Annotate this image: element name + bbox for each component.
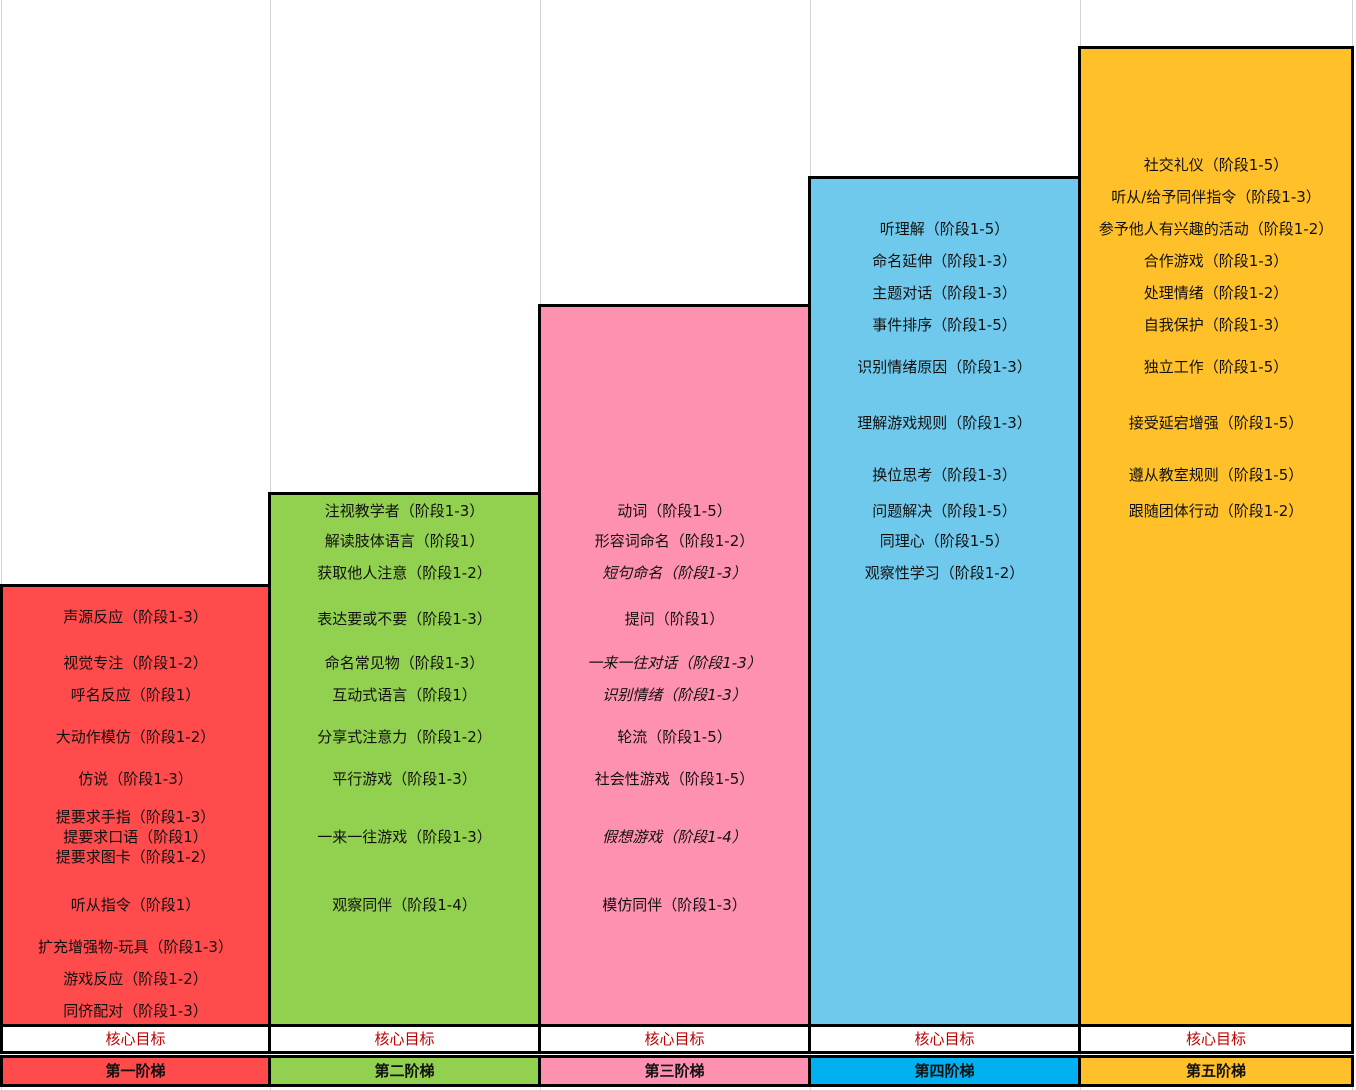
stair-1-label[interactable]: 第一阶梯 — [0, 1055, 271, 1087]
goal-item[interactable]: 换位思考（阶段1-3） — [872, 466, 1017, 484]
goal-item[interactable]: 分享式注意力（阶段1-2） — [317, 728, 492, 746]
goal-item[interactable]: 合作游戏（阶段1-3） — [1143, 252, 1289, 270]
core-target-label[interactable]: 核心目标 — [0, 1024, 271, 1054]
goal-item[interactable]: 识别情绪原因（阶段1-3） — [857, 358, 1032, 376]
stair-1-block[interactable]: 声源反应（阶段1-3） 视觉专注（阶段1-2） 呼名反应（阶段1） 大动作模仿（… — [0, 584, 271, 1024]
core-target-label[interactable]: 核心目标 — [1078, 1024, 1354, 1054]
goal-item[interactable]: 表达要或不要（阶段1-3） — [317, 610, 492, 628]
goal-item[interactable]: 接受延宕增强（阶段1-5） — [1128, 414, 1304, 432]
grid-column-line — [1, 0, 2, 1090]
goal-item[interactable]: 提要求手指（阶段1-3） — [55, 808, 216, 826]
stair-4-block[interactable]: 听理解（阶段1-5） 命名延伸（阶段1-3） 主题对话（阶段1-3） 事件排序（… — [808, 176, 1081, 1024]
goal-item[interactable]: 处理情绪（阶段1-2） — [1143, 284, 1289, 302]
goal-item[interactable]: 同理心（阶段1-5） — [879, 532, 1010, 550]
goal-item[interactable]: 形容词命名（阶段1-2） — [594, 532, 755, 550]
goal-item[interactable]: 提问（阶段1） — [624, 610, 725, 628]
goal-item[interactable]: 听从/给予同伴指令（阶段1-3） — [1111, 188, 1321, 206]
goal-item[interactable]: 遵从教室规则（阶段1-5） — [1128, 466, 1304, 484]
goal-item[interactable]: 事件排序（阶段1-5） — [872, 316, 1017, 334]
goal-item[interactable]: 命名延伸（阶段1-3） — [872, 252, 1017, 270]
core-target-label[interactable]: 核心目标 — [538, 1024, 811, 1054]
goal-item[interactable]: 主题对话（阶段1-3） — [872, 284, 1017, 302]
goal-item[interactable]: 游戏反应（阶段1-2） — [63, 970, 208, 988]
goal-item[interactable]: 轮流（阶段1-5） — [617, 728, 732, 746]
goal-item[interactable]: 提要求口语（阶段1） — [63, 828, 208, 846]
goal-item[interactable]: 社交礼仪（阶段1-5） — [1143, 156, 1289, 174]
stair-5-label[interactable]: 第五阶梯 — [1078, 1055, 1354, 1087]
goal-item[interactable]: 自我保护（阶段1-3） — [1143, 316, 1289, 334]
goal-item[interactable]: 识别情绪（阶段1-3） — [602, 686, 747, 704]
goal-item[interactable]: 大动作模仿（阶段1-2） — [55, 728, 216, 746]
goal-item[interactable]: 模仿同伴（阶段1-3） — [602, 896, 747, 914]
stair-4-label[interactable]: 第四阶梯 — [808, 1055, 1081, 1087]
goal-item[interactable]: 扩充增强物-玩具（阶段1-3） — [38, 938, 233, 956]
goal-item[interactable]: 视觉专注（阶段1-2） — [63, 654, 208, 672]
core-target-label[interactable]: 核心目标 — [268, 1024, 541, 1054]
goal-item[interactable]: 问题解决（阶段1-5） — [872, 502, 1017, 520]
goal-item[interactable]: 听理解（阶段1-5） — [879, 220, 1010, 238]
core-target-label[interactable]: 核心目标 — [808, 1024, 1081, 1054]
goal-item[interactable]: 同侪配对（阶段1-3） — [63, 1002, 208, 1020]
goal-item[interactable]: 观察同伴（阶段1-4） — [332, 896, 477, 914]
goal-item[interactable]: 呼名反应（阶段1） — [70, 686, 201, 704]
goal-item[interactable]: 短句命名（阶段1-3） — [602, 564, 747, 582]
goal-item[interactable]: 动词（阶段1-5） — [617, 502, 732, 520]
goal-item[interactable]: 参予他人有兴趣的活动（阶段1-2） — [1098, 220, 1334, 238]
goal-item[interactable]: 提要求图卡（阶段1-2） — [55, 848, 216, 866]
goal-item[interactable]: 命名常见物（阶段1-3） — [324, 654, 485, 672]
goal-item[interactable]: 注视教学者（阶段1-3） — [324, 502, 485, 520]
goal-item[interactable]: 跟随团体行动（阶段1-2） — [1128, 502, 1304, 520]
goal-item[interactable]: 声源反应（阶段1-3） — [63, 608, 208, 626]
stair-2-label[interactable]: 第二阶梯 — [268, 1055, 541, 1087]
goal-item[interactable]: 社会性游戏（阶段1-5） — [594, 770, 755, 788]
stair-2-block[interactable]: 注视教学者（阶段1-3） 解读肢体语言（阶段1） 获取他人注意（阶段1-2） 表… — [268, 492, 541, 1024]
goal-item[interactable]: 互动式语言（阶段1） — [332, 686, 477, 704]
goal-item[interactable]: 假想游戏（阶段1-4） — [602, 828, 747, 846]
goal-item[interactable]: 解读肢体语言（阶段1） — [324, 532, 485, 550]
stair-3-block[interactable]: 动词（阶段1-5） 形容词命名（阶段1-2） 短句命名（阶段1-3） 提问（阶段… — [538, 304, 811, 1024]
goal-item[interactable]: 理解游戏规则（阶段1-3） — [857, 414, 1032, 432]
stair-3-label[interactable]: 第三阶梯 — [538, 1055, 811, 1087]
goal-item[interactable]: 独立工作（阶段1-5） — [1143, 358, 1289, 376]
goal-item[interactable]: 一来一往游戏（阶段1-3） — [317, 828, 492, 846]
goal-item[interactable]: 仿说（阶段1-3） — [78, 770, 193, 788]
goal-item[interactable]: 平行游戏（阶段1-3） — [332, 770, 477, 788]
goal-item[interactable]: 获取他人注意（阶段1-2） — [317, 564, 492, 582]
stair-5-block[interactable]: 社交礼仪（阶段1-5） 听从/给予同伴指令（阶段1-3） 参予他人有兴趣的活动（… — [1078, 46, 1354, 1024]
goal-item[interactable]: 听从指令（阶段1） — [70, 896, 201, 914]
goal-item[interactable]: 一来一往对话（阶段1-3） — [587, 654, 762, 672]
goal-item[interactable]: 观察性学习（阶段1-2） — [864, 564, 1025, 582]
